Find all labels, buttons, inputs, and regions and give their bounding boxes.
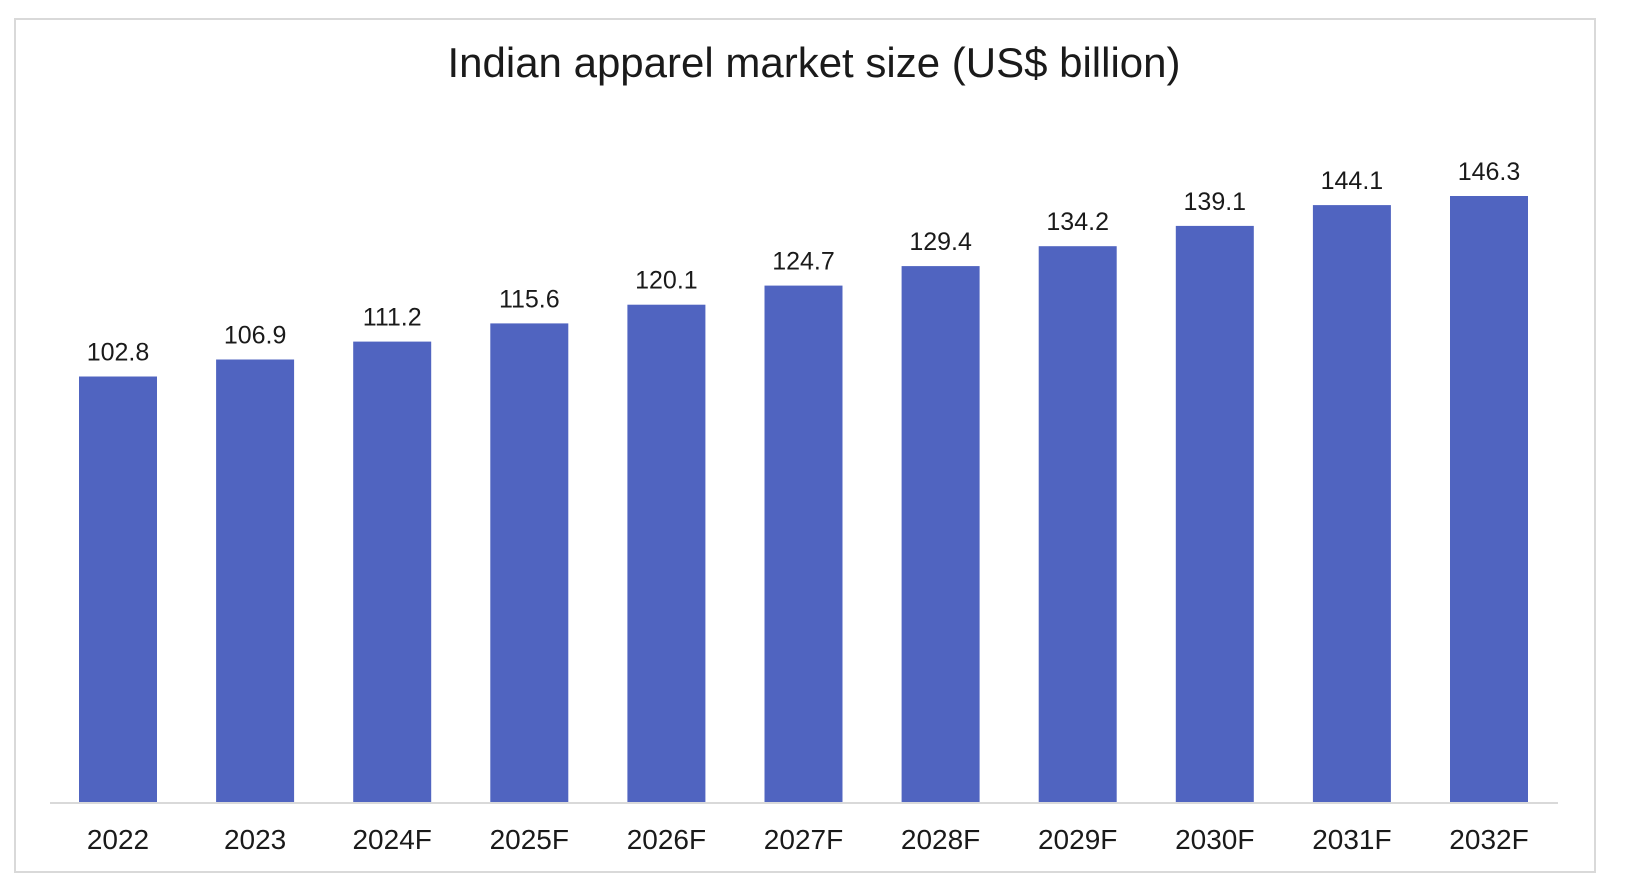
data-label-2027F: 124.7 xyxy=(772,248,835,276)
bar-2025F xyxy=(490,323,569,803)
x-tick-label-2025F: 2025F xyxy=(490,824,569,855)
x-tick-label-2032F: 2032F xyxy=(1449,824,1528,855)
x-axis-tick-labels: 2022 2023 2024F 2025F 2026F 2027F 2028F 2029F 20… xyxy=(87,824,1529,855)
data-label-2032F: 146.3 xyxy=(1458,158,1521,186)
x-tick-label-2031F: 2031F xyxy=(1312,824,1391,855)
x-tick-label-2028F: 2028F xyxy=(901,824,980,855)
x-tick-label-2029F: 2029F xyxy=(1038,824,1117,855)
x-tick-label-2026F: 2026F xyxy=(627,824,706,855)
x-tick-label-2027F: 2027F xyxy=(764,824,843,855)
data-label-2029F: 134.2 xyxy=(1046,208,1109,236)
bar-2027F xyxy=(764,285,843,804)
bar-2028F xyxy=(901,266,980,804)
x-tick-label-2022: 2022 xyxy=(87,824,149,855)
bar-2032F xyxy=(1450,196,1528,803)
x-tick-label-2030F: 2030F xyxy=(1175,824,1254,855)
x-tick-label-2024F: 2024F xyxy=(352,824,431,855)
bar-2026F xyxy=(627,304,706,803)
data-label-2025F: 115.6 xyxy=(499,285,560,313)
x-tick-label-2023: 2023 xyxy=(224,824,286,855)
bar-2029F xyxy=(1038,246,1117,803)
bar-2030F xyxy=(1175,225,1254,803)
data-label-2022: 102.8 xyxy=(87,339,150,367)
bar-2022 xyxy=(79,376,157,803)
data-label-2031F: 144.1 xyxy=(1321,167,1384,195)
bar-2031F xyxy=(1312,205,1391,804)
chart-title: Indian apparel market size (US$ billion) xyxy=(447,39,1181,86)
bar-series xyxy=(79,196,1528,804)
data-label-2023: 106.9 xyxy=(224,322,287,350)
data-label-2030F: 139.1 xyxy=(1184,188,1247,216)
data-label-2024F: 111.2 xyxy=(363,304,422,332)
data-label-2028F: 129.4 xyxy=(909,228,972,256)
bar-2024F xyxy=(353,341,432,803)
data-label-2026F: 120.1 xyxy=(635,267,698,295)
data-labels: 102.8 106.9 111.2 115.6 120.1 124.7 129.4 134.2… xyxy=(87,158,1521,367)
bar-2023 xyxy=(216,359,295,803)
